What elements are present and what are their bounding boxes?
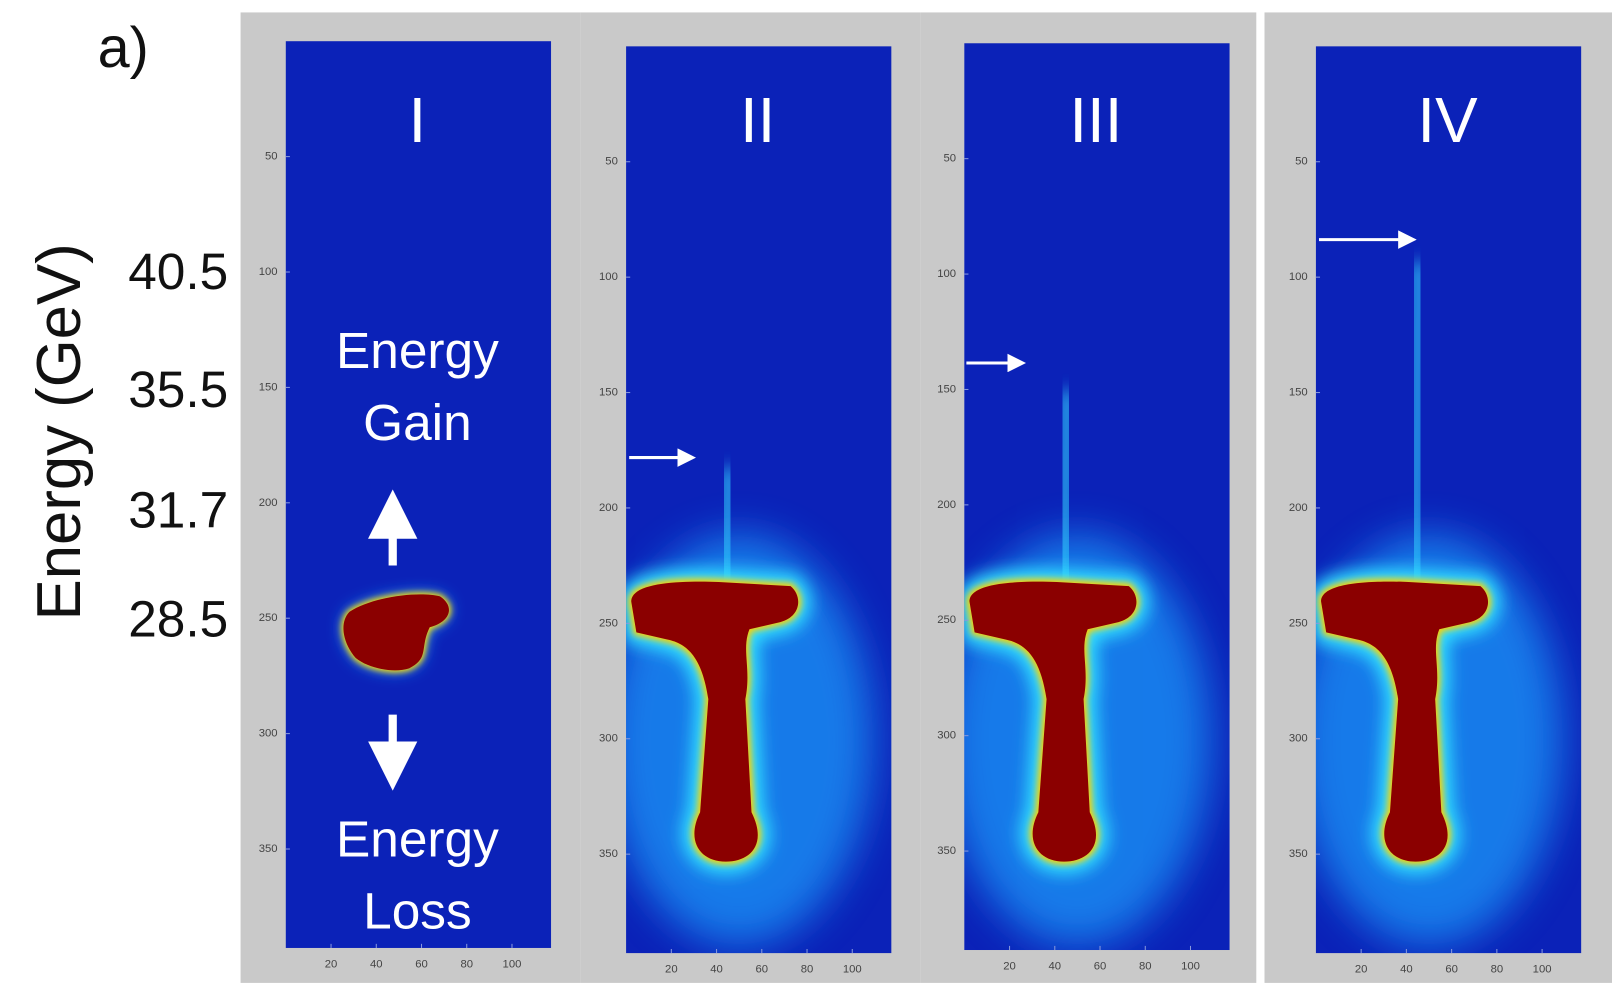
plot-area	[285, 41, 552, 948]
x-tick-label: 60	[1445, 964, 1458, 976]
beam-core	[969, 581, 1137, 862]
x-tick-label: 40	[370, 958, 383, 970]
x-tick-label: 40	[1049, 960, 1062, 972]
energy-label: 28.5	[128, 589, 228, 647]
beam-core	[1321, 581, 1489, 862]
x-tick-label: 40	[710, 964, 723, 976]
y-tick-label: 350	[599, 848, 618, 860]
y-tick-label: 100	[1289, 271, 1308, 283]
y-tick-label: 50	[265, 151, 278, 163]
y-axis-title: Energy (GeV)	[25, 243, 94, 620]
x-tick-label: 80	[460, 958, 473, 970]
streak	[1407, 262, 1427, 597]
beam-core	[631, 581, 799, 862]
energy-label: 40.5	[128, 242, 228, 300]
y-tick-label: 200	[1289, 502, 1308, 514]
energy-label: 31.7	[128, 480, 228, 538]
x-tick-label: 100	[503, 958, 522, 970]
panels: I 50 100 150 200 250 300 350 20 40 60 80 100 II 50 100 1…	[240, 12, 1612, 983]
y-tick-label: 150	[259, 381, 278, 393]
y-tick-label: 200	[937, 499, 956, 511]
x-tick-label: 20	[1003, 960, 1016, 972]
y-tick-label: 200	[599, 502, 618, 514]
energy-label: 35.5	[128, 360, 228, 418]
x-tick-label: 20	[665, 964, 678, 976]
y-tick-label: 350	[1289, 848, 1308, 860]
annotation: Energy	[336, 321, 499, 379]
y-tick-label: 300	[1289, 733, 1308, 745]
x-tick-label: 60	[1094, 960, 1107, 972]
panel: IV 50 100 150 200 250 300 350 20 40 60 80 100	[1264, 12, 1612, 983]
x-tick-label: 100	[843, 964, 862, 976]
y-tick-label: 250	[1289, 617, 1308, 629]
y-tick-label: 100	[599, 271, 618, 283]
x-tick-label: 60	[415, 958, 428, 970]
y-tick-label: 50	[944, 153, 957, 165]
y-tick-label: 250	[599, 617, 618, 629]
figure-label: a)	[98, 16, 149, 80]
x-tick-label: 80	[801, 964, 814, 976]
y-tick-label: 250	[937, 614, 956, 626]
panel-title: IV	[1417, 84, 1478, 156]
x-tick-label: 20	[325, 958, 338, 970]
x-tick-label: 100	[1181, 960, 1200, 972]
x-tick-label: 80	[1139, 960, 1152, 972]
y-tick-label: 300	[937, 730, 956, 742]
annotation: Gain	[363, 393, 472, 451]
x-tick-label: 20	[1355, 964, 1368, 976]
y-tick-label: 150	[937, 383, 956, 395]
panel: II 50 100 150 200 250 300 350 20 40 60 80 100	[580, 12, 921, 983]
panel-title: III	[1069, 84, 1122, 156]
y-tick-label: 100	[259, 266, 278, 278]
x-tick-label: 40	[1400, 964, 1413, 976]
y-tick-label: 250	[259, 612, 278, 624]
annotation: Energy	[336, 809, 499, 867]
x-tick-label: 60	[756, 964, 769, 976]
energy-labels: 40.5 35.5 31.7 28.5	[128, 242, 228, 647]
y-tick-label: 150	[599, 387, 618, 399]
y-tick-label: 300	[259, 728, 278, 740]
panel-title: II	[740, 84, 775, 156]
y-tick-label: 150	[1289, 387, 1308, 399]
beam-core	[343, 594, 449, 671]
x-tick-label: 100	[1533, 964, 1552, 976]
x-tick-label: 80	[1491, 964, 1504, 976]
streak	[1055, 390, 1076, 597]
y-tick-label: 300	[599, 733, 618, 745]
annotation: Loss	[363, 881, 472, 939]
plot-image	[626, 467, 873, 946]
plot-image	[964, 390, 1212, 946]
y-tick-label: 50	[1295, 156, 1308, 168]
y-tick-label: 350	[259, 843, 278, 855]
y-tick-label: 200	[259, 497, 278, 509]
plot-image	[1315, 262, 1563, 946]
panel: I 50 100 150 200 250 300 350 20 40 60 80 100	[240, 12, 581, 983]
y-tick-label: 100	[937, 268, 956, 280]
plot-image	[341, 592, 451, 673]
y-tick-label: 50	[605, 156, 618, 168]
panel: III 50 100 150 200 250 300 350 20 40 60 80 100	[920, 12, 1257, 983]
panel-title: I	[409, 84, 427, 156]
y-tick-label: 350	[937, 845, 956, 857]
